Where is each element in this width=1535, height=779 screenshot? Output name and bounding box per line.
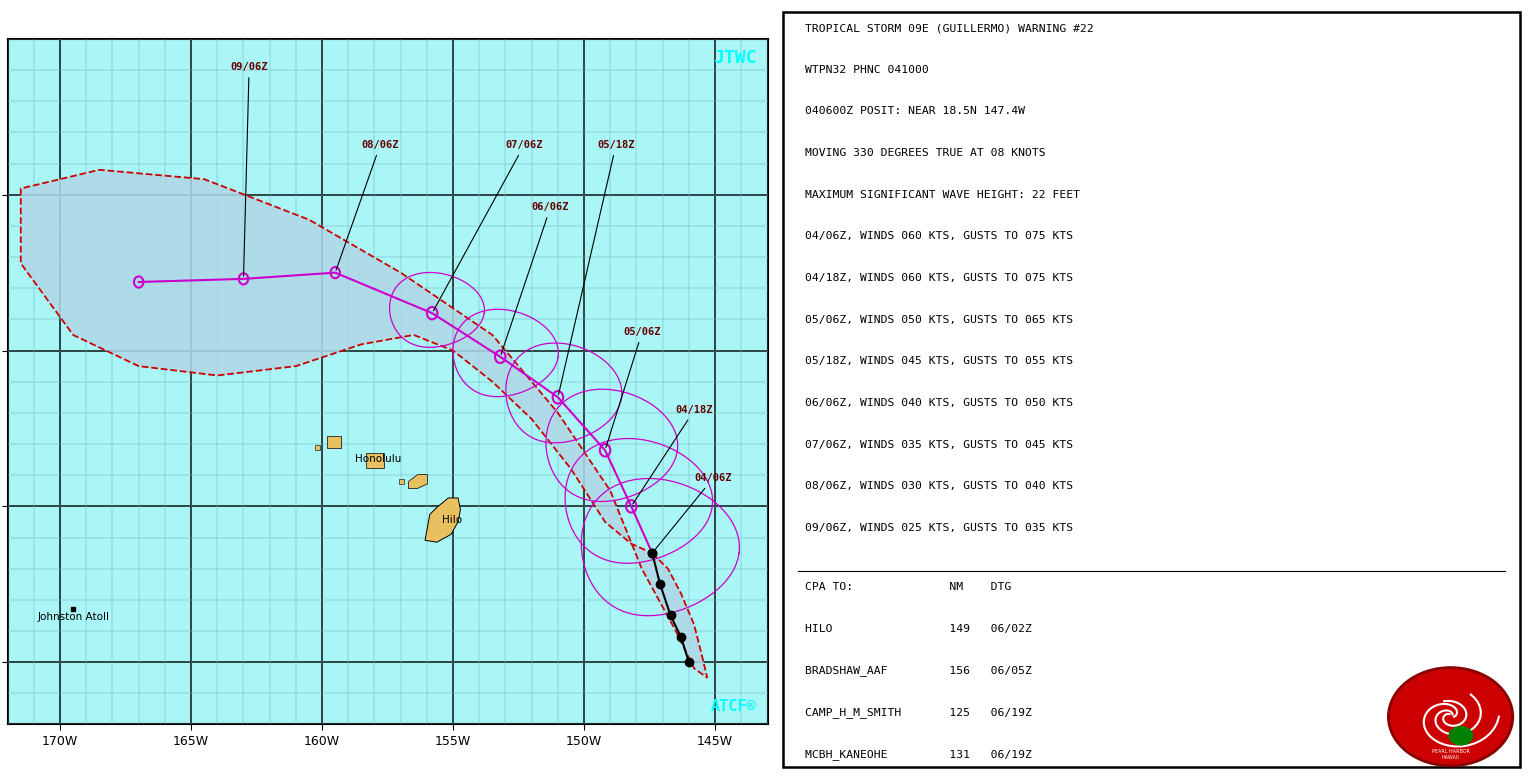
Text: MAXIMUM SIGNIFICANT WAVE HEIGHT: 22 FEET: MAXIMUM SIGNIFICANT WAVE HEIGHT: 22 FEET xyxy=(806,190,1081,199)
Text: Johnston Atoll: Johnston Atoll xyxy=(37,612,109,622)
Text: MOVING 330 DEGREES TRUE AT 08 KNOTS: MOVING 330 DEGREES TRUE AT 08 KNOTS xyxy=(806,148,1045,158)
Text: 05/18Z: 05/18Z xyxy=(559,140,634,395)
Text: PEARL HARBOR
HAWAII: PEARL HARBOR HAWAII xyxy=(1432,749,1469,760)
Text: 07/06Z: 07/06Z xyxy=(433,140,543,311)
Text: HILO                 149   06/02Z: HILO 149 06/02Z xyxy=(806,624,1032,634)
Polygon shape xyxy=(367,453,384,468)
Polygon shape xyxy=(327,436,341,448)
Polygon shape xyxy=(21,170,708,678)
Circle shape xyxy=(1449,726,1474,746)
Text: 05/06Z, WINDS 050 KTS, GUSTS TO 065 KTS: 05/06Z, WINDS 050 KTS, GUSTS TO 065 KTS xyxy=(806,315,1073,325)
Polygon shape xyxy=(21,170,708,678)
Text: 04/06Z: 04/06Z xyxy=(654,474,732,551)
Text: CPA TO:              NM    DTG: CPA TO: NM DTG xyxy=(806,583,1012,592)
Polygon shape xyxy=(315,445,319,449)
Text: 040600Z POSIT: NEAR 18.5N 147.4W: 040600Z POSIT: NEAR 18.5N 147.4W xyxy=(806,107,1025,117)
Text: 07/06Z, WINDS 035 KTS, GUSTS TO 045 KTS: 07/06Z, WINDS 035 KTS, GUSTS TO 045 KTS xyxy=(806,439,1073,449)
Text: CAMP_H_M_SMITH       125   06/19Z: CAMP_H_M_SMITH 125 06/19Z xyxy=(806,707,1032,718)
Text: WTPN32 PHNC 041000: WTPN32 PHNC 041000 xyxy=(806,65,929,75)
Polygon shape xyxy=(408,474,427,488)
Text: 04/18Z, WINDS 060 KTS, GUSTS TO 075 KTS: 04/18Z, WINDS 060 KTS, GUSTS TO 075 KTS xyxy=(806,273,1073,283)
Text: 08/06Z: 08/06Z xyxy=(336,140,399,270)
Text: Hilo: Hilo xyxy=(442,515,462,525)
Text: 09/06Z, WINDS 025 KTS, GUSTS TO 035 KTS: 09/06Z, WINDS 025 KTS, GUSTS TO 035 KTS xyxy=(806,523,1073,533)
Text: 04/06Z, WINDS 060 KTS, GUSTS TO 075 KTS: 04/06Z, WINDS 060 KTS, GUSTS TO 075 KTS xyxy=(806,231,1073,241)
Text: TROPICAL STORM 09E (GUILLERMO) WARNING #22: TROPICAL STORM 09E (GUILLERMO) WARNING #… xyxy=(806,23,1094,33)
Text: ATCF®: ATCF® xyxy=(711,700,757,714)
Text: 04/18Z: 04/18Z xyxy=(632,405,714,504)
Text: 08/06Z, WINDS 030 KTS, GUSTS TO 040 KTS: 08/06Z, WINDS 030 KTS, GUSTS TO 040 KTS xyxy=(806,481,1073,492)
Polygon shape xyxy=(399,479,404,484)
Text: BRADSHAW_AAF         156   06/05Z: BRADSHAW_AAF 156 06/05Z xyxy=(806,665,1032,676)
Text: 05/06Z: 05/06Z xyxy=(606,327,662,448)
Text: 05/18Z, WINDS 045 KTS, GUSTS TO 055 KTS: 05/18Z, WINDS 045 KTS, GUSTS TO 055 KTS xyxy=(806,356,1073,366)
Text: JTWC: JTWC xyxy=(712,49,757,67)
Text: Honolulu: Honolulu xyxy=(355,454,402,464)
Text: MCBH_KANEOHE         131   06/19Z: MCBH_KANEOHE 131 06/19Z xyxy=(806,749,1032,760)
Circle shape xyxy=(1389,668,1514,766)
Text: 06/06Z, WINDS 040 KTS, GUSTS TO 050 KTS: 06/06Z, WINDS 040 KTS, GUSTS TO 050 KTS xyxy=(806,398,1073,408)
Polygon shape xyxy=(425,498,460,542)
Text: 09/06Z: 09/06Z xyxy=(230,62,269,276)
Text: 06/06Z: 06/06Z xyxy=(500,203,569,354)
